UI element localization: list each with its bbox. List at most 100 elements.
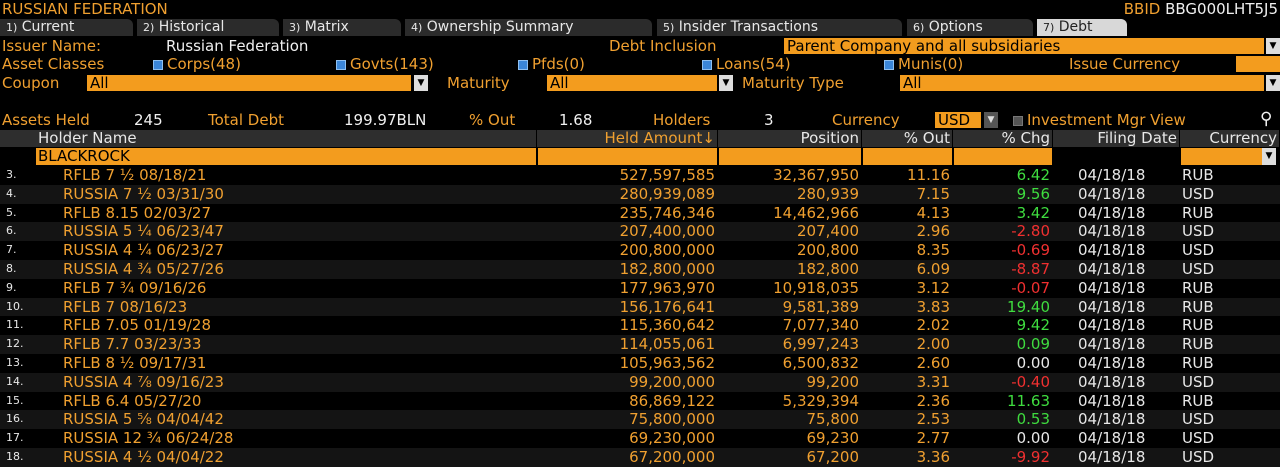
table-row[interactable]: 3. RFLB 7 ½ 08/18/21 527,597,585 32,367,950…: [0, 166, 1280, 185]
held-amount: 99,200,000: [629, 372, 715, 391]
table-row[interactable]: 11. RFLB 7.05 01/19/28 115,360,642 7,077,34…: [0, 316, 1280, 335]
table-row[interactable]: 12. RFLB 7.7 03/23/33 114,055,061 6,997,243…: [0, 335, 1280, 354]
checkbox-checked-icon[interactable]: [702, 59, 712, 70]
filing-date: 04/18/18: [1078, 260, 1146, 278]
tab-options[interactable]: 6) Options: [907, 19, 1033, 36]
tab-label: Insider Transactions: [678, 19, 819, 35]
tab-bar: 1) Current 2) Historical 3) Matrix 4) Ow…: [0, 18, 1280, 36]
pct-out: 8.35: [916, 241, 950, 260]
table-row[interactable]: 6. RUSSIA 5 ¼ 06/23/47 207,400,000 207,400 2…: [0, 222, 1280, 242]
asset-class-corps[interactable]: Corps(48): [153, 55, 241, 73]
position: 10,918,035: [773, 278, 859, 297]
tab-label: Debt: [1058, 19, 1093, 35]
currency: USD: [1182, 410, 1215, 429]
col-currency[interactable]: Currency: [1180, 130, 1280, 147]
coupon-select[interactable]: All: [87, 75, 411, 91]
maturity-type-dropdown-icon[interactable]: ▼: [1266, 75, 1280, 91]
issuer-label: Issuer Name:: [2, 37, 102, 55]
currency: RUB: [1182, 166, 1214, 184]
filing-date: 04/18/18: [1078, 184, 1146, 203]
held-amount-filter-input[interactable]: [538, 148, 717, 165]
asset-class-govts[interactable]: Govts(143): [336, 55, 434, 73]
pct-out: 6.09: [916, 260, 950, 278]
position: 75,800: [806, 410, 860, 429]
checkbox-checked-icon[interactable]: [884, 59, 894, 70]
currency: RUB: [1182, 297, 1214, 316]
table-row[interactable]: 5. RFLB 8.15 02/03/27 235,746,346 14,462,96…: [0, 204, 1280, 223]
col-filing-date[interactable]: Filing Date: [1053, 130, 1180, 147]
checkbox-checked-icon[interactable]: [336, 59, 346, 70]
row-index: 16.: [6, 412, 24, 426]
debt-inclusion-select[interactable]: Parent Company and all subsidiaries: [784, 38, 1264, 54]
filing-date: 04/18/18: [1078, 429, 1146, 448]
currency: RUB: [1182, 278, 1214, 297]
tab-matrix[interactable]: 3) Matrix: [283, 19, 401, 36]
holding-name: RUSSIA 5 ¼ 06/23/47: [63, 222, 224, 241]
pct-chg: 6.42: [1016, 166, 1050, 184]
held-amount: 75,800,000: [629, 410, 715, 429]
position-filter-input[interactable]: [719, 148, 861, 165]
table-row[interactable]: 16. RUSSIA 5 ⅝ 04/04/42 75,800,000 75,800 2.…: [0, 410, 1280, 430]
row-index: 4.: [6, 186, 17, 200]
currency-select[interactable]: USD: [935, 112, 981, 128]
currency: USD: [1182, 222, 1215, 241]
pct-chg-filter-input[interactable]: [954, 148, 1052, 165]
table-row[interactable]: 10. RFLB 7 08/16/23 156,176,641 9,581,389 3.…: [0, 297, 1280, 317]
investment-mgr-view-toggle[interactable]: Investment Mgr View: [1013, 111, 1186, 129]
col-pct-out[interactable]: % Out: [862, 130, 953, 147]
asset-class-pfds[interactable]: Pfds(0): [518, 55, 585, 73]
currency: USD: [1182, 448, 1215, 466]
tab-ownership-summary[interactable]: 4) Ownership Summary: [405, 19, 652, 36]
pct-out: 3.36: [916, 448, 950, 466]
search-icon[interactable]: ⚲: [1260, 109, 1273, 129]
checkbox-checked-icon[interactable]: [153, 59, 163, 70]
row-index: 18.: [6, 450, 24, 463]
pct-chg: 0.53: [1016, 410, 1050, 429]
coupon-dropdown-icon[interactable]: ▼: [414, 75, 428, 91]
maturity-select[interactable]: All: [547, 75, 717, 91]
currency-filter-dropdown-icon[interactable]: ▼: [1262, 148, 1276, 165]
tab-label: Matrix: [304, 19, 349, 35]
holding-name: RUSSIA 4 ¾ 05/27/26: [63, 260, 224, 278]
tab-current[interactable]: 1) Current: [0, 19, 133, 36]
debt-inclusion-dropdown-icon[interactable]: ▼: [1266, 38, 1280, 54]
pct-chg: 3.42: [1016, 203, 1050, 222]
row-index: 3.: [6, 168, 17, 181]
table-row[interactable]: 4. RUSSIA 7 ½ 03/31/30 280,939,089 280,939 7…: [0, 184, 1280, 204]
currency-filter-input[interactable]: [1181, 148, 1262, 165]
checkbox-unchecked-icon[interactable]: [1013, 115, 1023, 126]
maturity-dropdown-icon[interactable]: ▼: [719, 75, 733, 91]
debt-inclusion-label: Debt Inclusion: [609, 37, 717, 55]
tab-number: 2): [143, 21, 155, 34]
table-row[interactable]: 17. RUSSIA 12 ¾ 06/24/28 69,230,000 69,230 2…: [0, 429, 1280, 448]
col-position[interactable]: Position: [718, 130, 862, 147]
col-pct-chg[interactable]: % Chg: [953, 130, 1053, 147]
table-row[interactable]: 15. RFLB 6.4 05/27/20 86,869,122 5,329,394 2…: [0, 392, 1280, 411]
col-held-amount[interactable]: Held Amount↓: [537, 130, 718, 147]
table-row[interactable]: 14. RUSSIA 4 ⅞ 09/16/23 99,200,000 99,200 3.…: [0, 372, 1280, 392]
asset-class-munis[interactable]: Munis(0): [884, 55, 963, 73]
table-row[interactable]: 7. RUSSIA 4 ¼ 06/23/27 200,800,000 200,800 8…: [0, 241, 1280, 260]
table-row[interactable]: 8. RUSSIA 4 ¾ 05/27/26 182,800,000 182,800 6…: [0, 260, 1280, 279]
filing-date: 04/18/18: [1078, 297, 1146, 316]
tab-historical[interactable]: 2) Historical: [137, 19, 279, 36]
maturity-label: Maturity: [447, 74, 510, 92]
tab-insider-transactions[interactable]: 5) Insider Transactions: [657, 19, 902, 36]
holder-filter-input[interactable]: BLACKROCK: [36, 148, 536, 165]
currency-dropdown-icon[interactable]: ▼: [984, 112, 998, 128]
checkbox-checked-icon[interactable]: [518, 59, 528, 70]
pct-out-filter-input[interactable]: [863, 148, 952, 165]
tab-label: Ownership Summary: [426, 19, 574, 35]
filing-date: 04/18/18: [1078, 448, 1146, 466]
tab-debt[interactable]: 7) Debt: [1037, 19, 1127, 36]
asset-class-loans[interactable]: Loans(54): [702, 55, 791, 73]
assets-held-value: 245: [134, 111, 163, 129]
table-row[interactable]: 13. RFLB 8 ½ 09/17/31 105,963,562 6,500,832…: [0, 354, 1280, 373]
issue-currency-field[interactable]: [1236, 56, 1280, 72]
table-row[interactable]: 18. RUSSIA 4 ½ 04/04/22 67,200,000 67,200 3.…: [0, 448, 1280, 467]
pct-chg: -0.40: [1011, 372, 1050, 391]
maturity-type-select[interactable]: All: [900, 75, 1264, 91]
table-row[interactable]: 9. RFLB 7 ¾ 09/16/26 177,963,970 10,918,035…: [0, 279, 1280, 298]
row-index: 7.: [6, 243, 17, 257]
col-holder-name[interactable]: Holder Name: [36, 130, 537, 147]
